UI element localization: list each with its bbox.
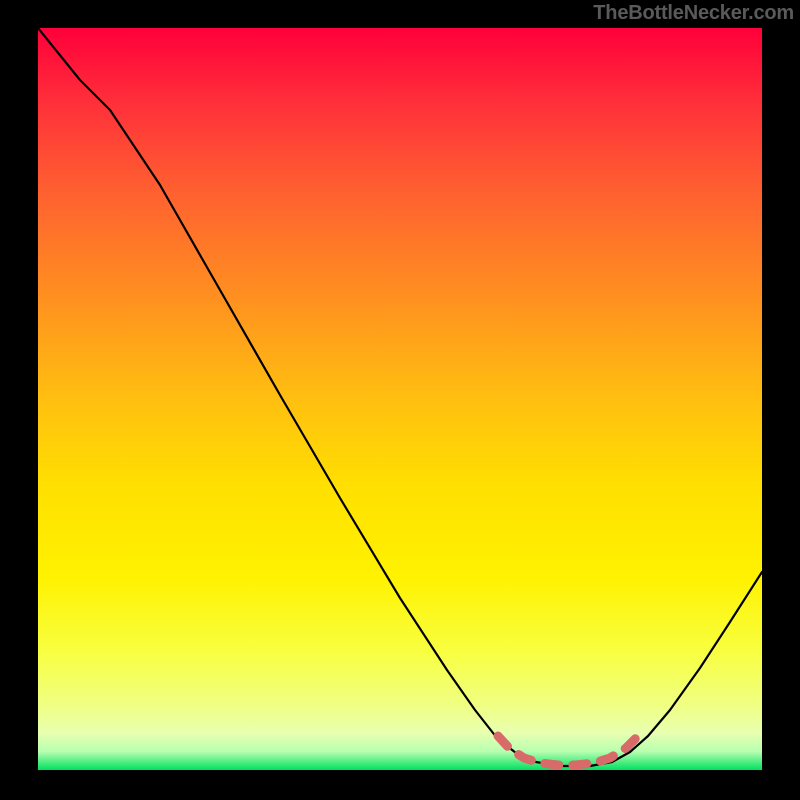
watermark-text: TheBottleNecker.com xyxy=(593,2,794,25)
gradient-background xyxy=(38,28,762,770)
bottleneck-chart xyxy=(38,28,762,770)
